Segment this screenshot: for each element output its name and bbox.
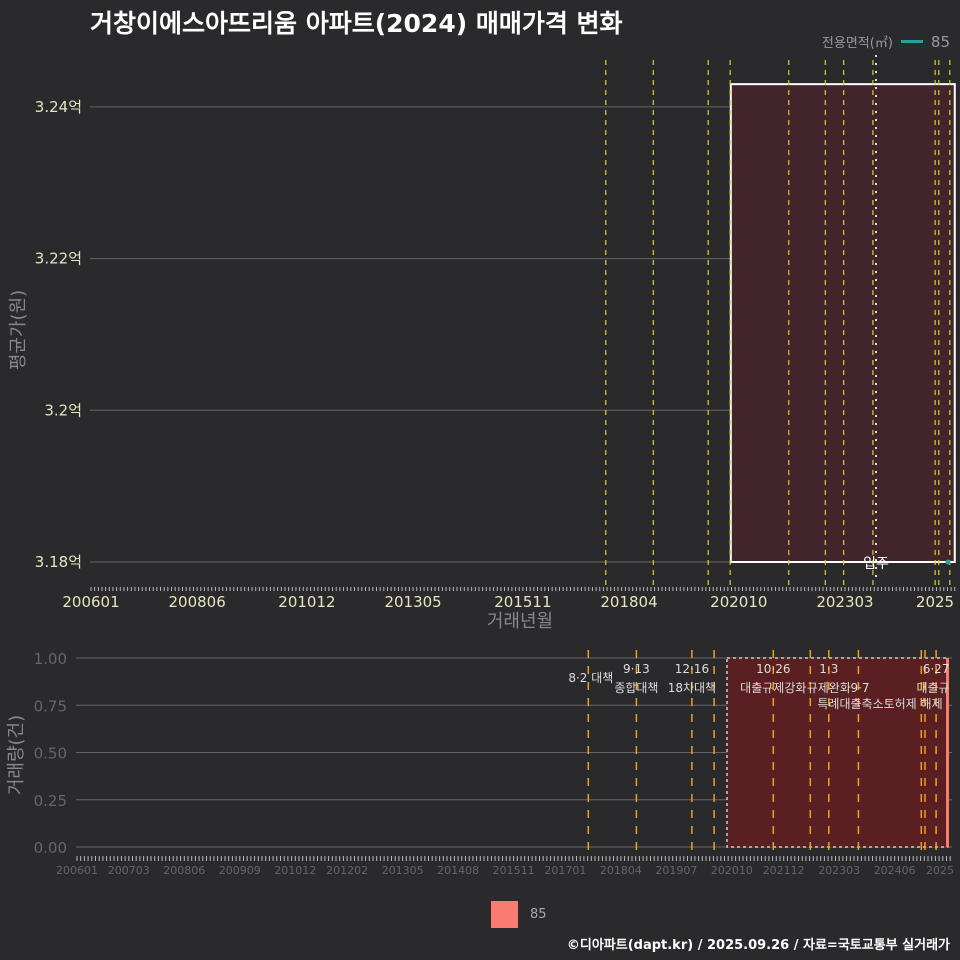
x-tick-label: 200601 — [56, 864, 98, 877]
event-date: 12·16 — [675, 662, 709, 676]
x-tick-label: 201804 — [600, 593, 657, 611]
x-tick-label: 200909 — [219, 864, 261, 877]
data-point — [945, 559, 951, 565]
x-tick-label: 201907 — [655, 864, 697, 877]
x-tick-label: 201305 — [384, 593, 441, 611]
x-tick-label: 201511 — [493, 864, 535, 877]
x-tick-label: 200806 — [163, 864, 205, 877]
highlight-range — [729, 83, 956, 564]
event-label: 9·7 — [850, 681, 869, 695]
legend-top: 전용면적(㎡) 85 — [821, 32, 950, 52]
highlight-range — [726, 657, 949, 848]
legend-title: 전용면적(㎡) — [821, 36, 893, 51]
y-tick-label: 3.24억 — [35, 98, 82, 116]
x-tick-label: 200601 — [62, 593, 119, 611]
y-axis-title: 평균가(원) — [8, 290, 29, 370]
x-tick-label: 202406 — [874, 864, 916, 877]
event-date: 10·26 — [756, 662, 790, 676]
event-label: 대출규 — [916, 681, 949, 695]
x-tick-label: 201804 — [600, 864, 642, 877]
event-label: 대출규제강화 — [740, 681, 806, 695]
x-tick-label: 201408 — [437, 864, 479, 877]
x-tick-label: 202010 — [711, 864, 753, 877]
y-axis-title: 거래량(건) — [6, 715, 27, 795]
y-tick-label: 0.75 — [34, 697, 67, 715]
event-label: 종합대책 — [614, 680, 658, 695]
x-tick-label: 202303 — [818, 864, 860, 877]
x-tick-label: 201012 — [278, 593, 335, 611]
y-tick-label: 3.22억 — [35, 250, 82, 268]
x-tick-label: 202010 — [710, 593, 767, 611]
y-tick-label: 3.18억 — [35, 553, 82, 571]
x-axis-title: 거래년월 — [487, 611, 553, 632]
chart-title: 거창이에스아뜨리움 아파트(2024) 매매가격 변화 — [90, 9, 623, 38]
y-tick-label: 3.2억 — [44, 401, 82, 419]
x-tick-label: 202112 — [763, 864, 805, 877]
event-label: 특례대출축소토허제 해제 — [817, 697, 942, 711]
y-tick-label: 0.00 — [34, 839, 67, 857]
event-label: 18차대책 — [668, 680, 716, 695]
caption: ©디아파트(dapt.kr) / 2025.09.26 / 자료=국토교통부 실… — [566, 938, 950, 953]
x-tick-label: 2025 — [916, 593, 954, 611]
y-tick-label: 0.25 — [34, 792, 67, 810]
legend-bottom: 85 — [491, 901, 547, 928]
x-tick-label: 2025 — [926, 864, 954, 877]
event-date: 9·13 — [623, 662, 650, 676]
x-tick-label: 201202 — [326, 864, 368, 877]
event-label: 8·2 대책 — [568, 670, 613, 685]
event-date: 6·27 — [923, 662, 950, 676]
event-date: 1·3 — [819, 662, 838, 676]
x-tick-label: 202303 — [816, 593, 873, 611]
move-in-annotation: 입주 — [863, 556, 889, 572]
x-tick-label: 201305 — [382, 864, 424, 877]
x-tick-label: 200703 — [108, 864, 150, 877]
y-tick-label: 1.00 — [34, 650, 67, 668]
legend-bottom-value: 85 — [530, 907, 547, 922]
y-tick-label: 0.50 — [34, 745, 67, 763]
x-tick-label: 201511 — [494, 593, 551, 611]
bar — [946, 658, 949, 847]
x-tick-label: 201012 — [274, 864, 316, 877]
event-label: 규제완화 — [807, 681, 851, 695]
x-tick-label: 200806 — [169, 593, 226, 611]
legend-bar-swatch — [491, 901, 518, 928]
legend-line-swatch — [900, 40, 923, 43]
legend-value: 85 — [930, 32, 950, 51]
x-tick-label: 201701 — [544, 864, 586, 877]
